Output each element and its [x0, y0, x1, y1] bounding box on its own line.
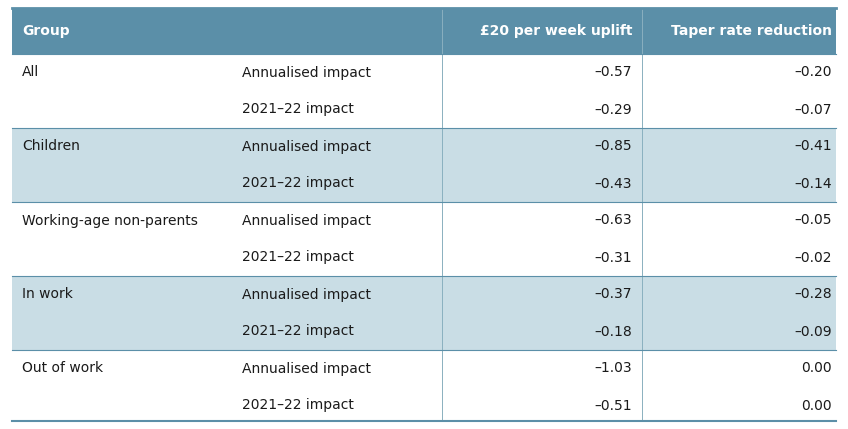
- Text: 2021–22 impact: 2021–22 impact: [242, 324, 354, 338]
- Bar: [12, 276, 836, 350]
- Text: Annualised impact: Annualised impact: [242, 362, 371, 375]
- Text: –0.02: –0.02: [795, 251, 832, 265]
- Text: –0.43: –0.43: [594, 176, 632, 190]
- Text: Out of work: Out of work: [22, 362, 103, 375]
- Text: 2021–22 impact: 2021–22 impact: [242, 176, 354, 190]
- Text: Annualised impact: Annualised impact: [242, 287, 371, 302]
- Text: Taper rate reduction: Taper rate reduction: [671, 24, 832, 38]
- Bar: [12, 202, 836, 276]
- Text: 2021–22 impact: 2021–22 impact: [242, 251, 354, 265]
- Text: Working-age non-parents: Working-age non-parents: [22, 214, 198, 227]
- Text: Annualised impact: Annualised impact: [242, 66, 371, 79]
- Text: –0.07: –0.07: [795, 103, 832, 117]
- Text: –0.85: –0.85: [594, 139, 632, 154]
- Text: –0.51: –0.51: [594, 399, 632, 413]
- Text: –0.41: –0.41: [795, 139, 832, 154]
- Text: Annualised impact: Annualised impact: [242, 214, 371, 227]
- Text: –0.28: –0.28: [795, 287, 832, 302]
- Text: Group: Group: [22, 24, 70, 38]
- Bar: [12, 350, 836, 424]
- Text: In work: In work: [22, 287, 73, 302]
- Bar: [12, 128, 836, 202]
- Text: –1.03: –1.03: [594, 362, 632, 375]
- Text: –0.09: –0.09: [795, 324, 832, 338]
- Text: Children: Children: [22, 139, 80, 154]
- Text: All: All: [22, 66, 39, 79]
- Text: Annualised impact: Annualised impact: [242, 139, 371, 154]
- Text: –0.18: –0.18: [594, 324, 632, 338]
- Text: 0.00: 0.00: [801, 362, 832, 375]
- Text: –0.20: –0.20: [795, 66, 832, 79]
- Text: –0.05: –0.05: [795, 214, 832, 227]
- Text: 2021–22 impact: 2021–22 impact: [242, 103, 354, 117]
- Bar: [12, 54, 836, 128]
- Text: £20 per week uplift: £20 per week uplift: [479, 24, 632, 38]
- Text: –0.31: –0.31: [594, 251, 632, 265]
- Bar: [12, 8, 836, 54]
- Text: –0.29: –0.29: [594, 103, 632, 117]
- Text: 2021–22 impact: 2021–22 impact: [242, 399, 354, 413]
- Text: –0.57: –0.57: [594, 66, 632, 79]
- Text: –0.14: –0.14: [795, 176, 832, 190]
- Text: –0.63: –0.63: [594, 214, 632, 227]
- Text: 0.00: 0.00: [801, 399, 832, 413]
- Text: –0.37: –0.37: [594, 287, 632, 302]
